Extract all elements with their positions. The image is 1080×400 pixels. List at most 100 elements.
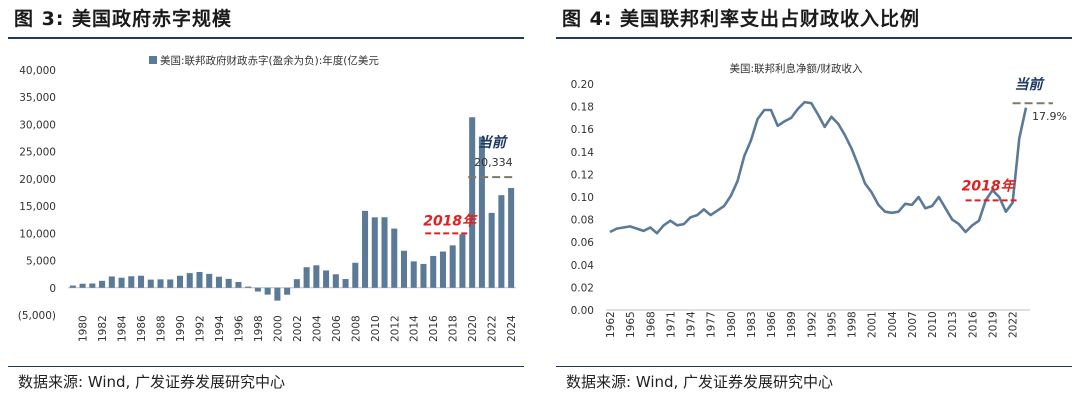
label-2018: 2018年 <box>423 212 478 229</box>
bar-1997 <box>245 286 252 288</box>
bar-2006 <box>332 274 339 288</box>
y-tick-label: 0.18 <box>571 102 594 114</box>
figure-3-title: 图 3: 美国政府赤字规模 <box>14 8 233 30</box>
interest-ratio-line-chart: 美国:联邦利息净额/财政收入 0.20 0.18 0.16 0.14 0.12 0.10 0.… <box>571 62 1067 338</box>
y-tick-label: 0.16 <box>571 124 595 136</box>
x-tick-label: 1998 <box>253 315 265 342</box>
legend-label: 美国:联邦政府财政赤字(盈余为负):年度(亿美元 <box>160 54 379 67</box>
y-tick-label: 0 <box>49 283 56 295</box>
deficit-panel: 图 3: 美国政府赤字规模 美国:联邦政府财政赤字(盈余为负):年度(亿美元 40… <box>0 0 532 400</box>
source-rule <box>8 366 524 367</box>
bar-2020 <box>469 117 476 288</box>
x-tick-label: 2016 <box>428 315 440 342</box>
x-tick-label: 2014 <box>409 315 421 342</box>
x-tick-label: 1989 <box>786 311 798 338</box>
bar-2004 <box>313 265 320 288</box>
x-tick-label: 2022 <box>1008 311 1020 338</box>
figure-4-source: 数据来源: Wind, 广发证券发展研究中心 <box>566 373 834 391</box>
bar-1982 <box>99 280 106 288</box>
bar-1980 <box>79 283 86 288</box>
y-tick-label: 15,000 <box>19 201 56 213</box>
y-tick-label: 20,000 <box>19 174 56 186</box>
x-tick-label: 1968 <box>645 311 657 338</box>
bar-2002 <box>293 279 300 288</box>
bar-1989 <box>167 279 174 288</box>
bar-1994 <box>215 276 222 288</box>
source-rule <box>556 366 1072 367</box>
bar-1985 <box>128 276 135 288</box>
x-tick-label: 1988 <box>156 315 168 342</box>
x-tick-label: 2001 <box>867 311 879 338</box>
x-tick-label: 1983 <box>746 311 758 338</box>
y-tick-label: 0.12 <box>571 169 594 181</box>
figure-4-title: 图 4: 美国联邦利率支出占财政收入比例 <box>562 8 921 30</box>
bar-2011 <box>381 217 388 288</box>
y-tick-label: 0.14 <box>571 147 595 159</box>
x-tick-label: 2022 <box>487 315 499 342</box>
label-now: 当前 <box>1015 76 1046 93</box>
deficit-bar-chart: 美国:联邦政府财政赤字(盈余为负):年度(亿美元 40,000 35,000 30,0… <box>18 54 518 342</box>
bar-2008 <box>352 262 359 288</box>
bar-1990 <box>176 275 184 288</box>
x-tick-label: 2004 <box>887 311 899 338</box>
x-tick-label: 2010 <box>927 311 939 338</box>
bar-2010 <box>371 217 378 288</box>
title-rule <box>8 37 524 39</box>
y-tick-label: 0.08 <box>571 215 594 227</box>
x-tick-label: 2002 <box>292 315 304 342</box>
x-tick-label: 2007 <box>907 311 919 338</box>
x-tick-label: 2024 <box>506 315 518 342</box>
title-rule <box>556 37 1072 39</box>
bar-1981 <box>89 283 96 288</box>
label-2018: 2018年 <box>962 177 1017 194</box>
legend-swatch <box>149 56 157 64</box>
bar-1987 <box>147 279 154 288</box>
bar-2016 <box>430 255 437 288</box>
bar-2003 <box>303 267 310 288</box>
bar-2009 <box>362 210 369 288</box>
interest-ratio-panel: 图 4: 美国联邦利率支出占财政收入比例 美国:联邦利息净额/财政收入 0.20 0… <box>548 0 1080 400</box>
bar-2017 <box>439 251 446 288</box>
x-tick-label: 2000 <box>272 315 284 342</box>
bar-2019 <box>459 234 466 288</box>
bar-1999 <box>264 287 271 295</box>
x-tick-label: 1984 <box>117 315 129 342</box>
bar-2012 <box>391 228 398 288</box>
label-now-value: 17.9% <box>1032 110 1067 123</box>
bar-2015 <box>420 263 427 288</box>
x-tick-label: 1980 <box>726 311 738 338</box>
x-tick-label: 1965 <box>625 311 637 338</box>
bar-2013 <box>400 250 408 288</box>
x-tick-label: 1971 <box>665 311 677 338</box>
bar-2018 <box>449 245 456 288</box>
bar-1996 <box>235 281 242 288</box>
bar-1992 <box>196 271 203 288</box>
x-tick-label: 1974 <box>686 311 698 338</box>
y-tick-label: 35,000 <box>19 92 56 104</box>
x-tick-label: 1986 <box>136 315 148 342</box>
y-tick-label: 5,000 <box>26 256 56 268</box>
bar-2005 <box>323 270 330 288</box>
bar-1991 <box>186 273 193 288</box>
x-tick-label: 2004 <box>311 315 323 342</box>
y-tick-label: 40,000 <box>19 65 56 77</box>
bar-1998 <box>254 287 261 292</box>
y-tick-label: 10,000 <box>19 228 56 240</box>
x-tick-label: 2006 <box>331 315 343 342</box>
x-tick-label: 2020 <box>467 315 479 342</box>
label-now-value: 20,334 <box>474 156 513 169</box>
x-tick-label: 1986 <box>766 311 778 338</box>
series-title: 美国:联邦利息净额/财政收入 <box>729 62 863 75</box>
label-now: 当前 <box>478 134 509 151</box>
x-tick-label: 2012 <box>389 315 401 342</box>
bar-2024 <box>508 187 515 288</box>
x-tick-label: 1994 <box>214 315 226 342</box>
bar-2014 <box>410 261 417 288</box>
y-tick-label: 25,000 <box>19 147 56 159</box>
bar-2007 <box>342 279 349 288</box>
y-tick-label: 0.02 <box>571 282 594 294</box>
x-tick-label: 1990 <box>175 315 187 342</box>
bar-1984 <box>118 277 125 288</box>
x-tick-label: 2010 <box>370 315 382 342</box>
ratio-series-line <box>609 100 1028 235</box>
